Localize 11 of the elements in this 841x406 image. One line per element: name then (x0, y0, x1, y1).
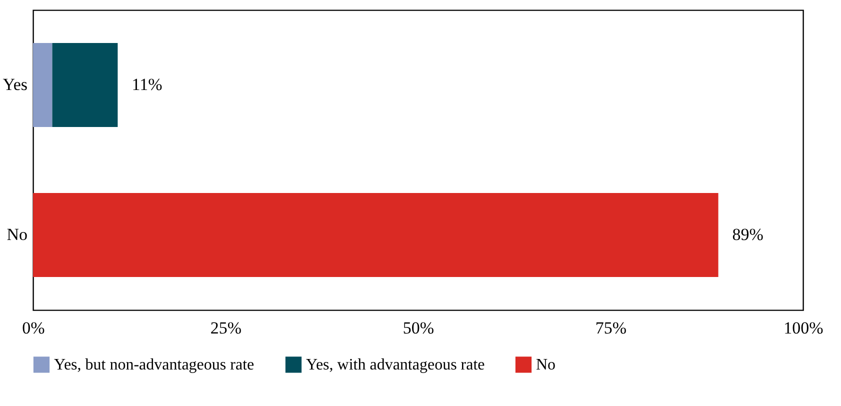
y-tick-label: Yes (2, 75, 28, 94)
legend-label: Yes, but non-advantageous rate (54, 356, 254, 374)
x-tick-label: 75% (595, 318, 627, 338)
x-tick-label: 50% (402, 318, 434, 338)
x-tick-label: 0% (22, 318, 45, 338)
total-label: 11% (132, 75, 162, 94)
x-tick-label: 25% (210, 318, 242, 338)
legend-label: Yes, with advantageous rate (306, 356, 485, 374)
x-tick-label: 100% (784, 318, 824, 338)
total-label: 89% (732, 225, 764, 244)
legend-label: No (536, 356, 556, 374)
